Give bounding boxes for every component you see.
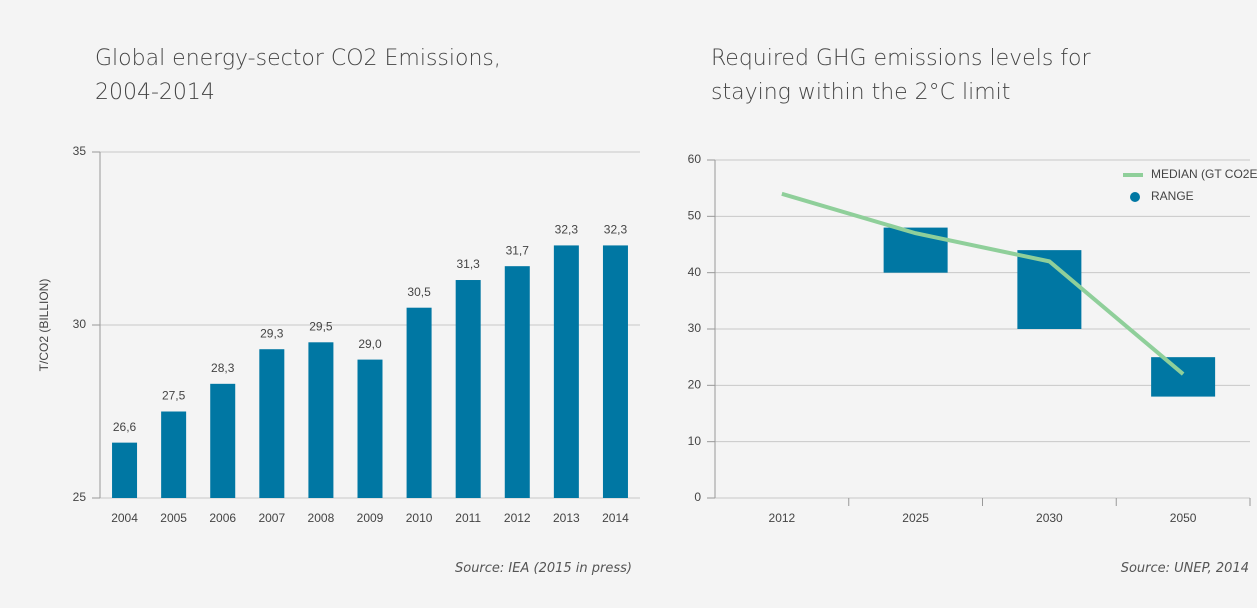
bar: [602, 245, 628, 498]
bar: [308, 342, 334, 498]
bar: [504, 266, 530, 498]
x-tick-label: 2012: [769, 511, 796, 525]
value-label: 31,7: [506, 243, 530, 257]
x-tick-label: 2030: [1036, 511, 1063, 525]
y-tick-label: 20: [688, 378, 702, 392]
legend-label: MEDIAN (GT CO2E): [1151, 167, 1257, 181]
x-tick-label: 2014: [602, 511, 629, 525]
y-axis-label: T/CO2 (BILLION): [37, 279, 51, 372]
bar: [406, 307, 432, 498]
legend-label: RANGE: [1151, 189, 1194, 203]
y-tick-label: 30: [688, 321, 702, 335]
bar: [112, 442, 138, 498]
value-label: 26,6: [113, 420, 137, 434]
value-label: 27,5: [162, 389, 186, 403]
chart-title: Global energy-sector CO2 Emissions, 2004…: [95, 46, 501, 105]
value-label: 29,0: [358, 337, 382, 351]
x-tick-label: 2007: [258, 511, 285, 525]
bar: [357, 359, 383, 498]
legend-swatch: [1130, 192, 1140, 202]
y-tick-label: 35: [73, 144, 87, 158]
x-tick-label: 2006: [209, 511, 236, 525]
bar: [210, 383, 236, 498]
value-label: 32,3: [555, 223, 579, 237]
bar: [259, 349, 285, 498]
y-tick-label: 0: [694, 490, 701, 504]
x-tick-label: 2011: [455, 511, 481, 525]
value-label: 32,3: [604, 223, 628, 237]
x-tick-label: 2009: [357, 511, 384, 525]
value-label: 29,5: [309, 319, 333, 333]
median-line: [781, 191, 1185, 376]
x-tick-label: 2050: [1170, 511, 1197, 525]
y-tick-label: 40: [688, 265, 702, 279]
x-tick-label: 2010: [406, 511, 433, 525]
value-label: 28,3: [211, 361, 235, 375]
x-tick-label: 2012: [504, 511, 531, 525]
x-tick-label: 2025: [902, 511, 929, 525]
bar: [553, 245, 579, 498]
value-label: 31,3: [457, 257, 481, 271]
chart-title: Required GHG emissions levels for stayin…: [711, 46, 1091, 105]
x-tick-label: 2004: [111, 511, 138, 525]
y-tick-label: 10: [688, 434, 702, 448]
range-bar: [1151, 357, 1216, 397]
source: Source: UNEP, 2014: [1120, 561, 1249, 576]
x-tick-label: 2013: [553, 511, 580, 525]
x-tick-label: 2005: [160, 511, 187, 525]
x-tick-label: 2008: [308, 511, 335, 525]
y-tick-label: 25: [73, 490, 87, 504]
y-tick-label: 60: [688, 152, 702, 166]
bar: [455, 280, 481, 498]
value-label: 30,5: [407, 285, 431, 299]
value-label: 29,3: [260, 326, 284, 340]
bar: [161, 411, 187, 498]
source: Source: IEA (2015 in press): [454, 561, 632, 576]
y-tick-label: 30: [73, 317, 87, 331]
y-tick-label: 50: [688, 209, 702, 223]
